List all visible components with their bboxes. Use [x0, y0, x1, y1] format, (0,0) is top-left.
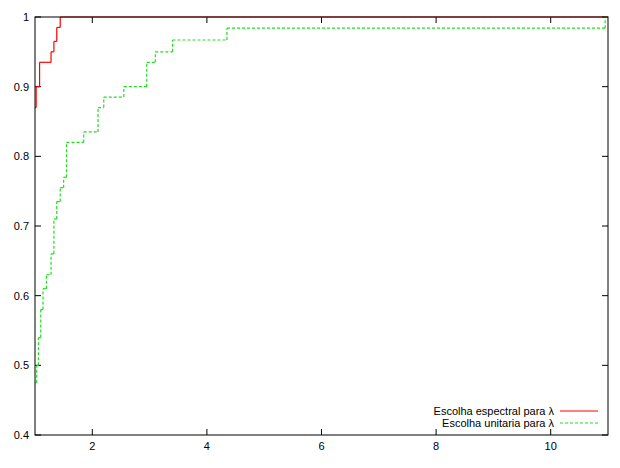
x-tick-top — [206, 17, 207, 23]
step-segment — [124, 86, 147, 87]
y-tick-right — [602, 365, 608, 366]
x-tick-label: 6 — [318, 440, 324, 452]
plot-frame — [35, 17, 608, 435]
step-riser — [63, 177, 64, 187]
step-segment — [67, 142, 84, 143]
step-riser — [103, 97, 104, 107]
legend-label: Escolha unitaria para λ — [442, 417, 554, 429]
legend-swatch — [560, 422, 598, 423]
legend-label: Escolha espectral para λ — [434, 405, 555, 417]
x-tick-label: 4 — [204, 440, 210, 452]
step-segment — [155, 51, 172, 52]
step-segment — [84, 131, 98, 132]
y-tick-label: 0.4 — [14, 429, 29, 441]
step-riser — [60, 188, 61, 202]
y-tick-right — [602, 226, 608, 227]
x-tick — [550, 429, 551, 435]
step-riser — [226, 28, 227, 40]
step-riser — [123, 87, 124, 97]
step-riser — [605, 17, 606, 28]
step-segment — [98, 107, 104, 108]
step-riser — [53, 219, 54, 254]
step-riser — [53, 41, 54, 51]
chart: 2 4 6 8 10 0.4 0.5 0.6 0.7 0.8 0.9 1 Escolha espectr… — [0, 0, 620, 468]
step-riser — [36, 365, 37, 382]
step-riser — [97, 108, 98, 132]
step-riser — [60, 17, 61, 27]
x-tick-label: 8 — [433, 440, 439, 452]
step-segment — [227, 28, 605, 29]
x-tick-top — [321, 17, 322, 23]
step-riser — [50, 254, 51, 275]
x-tick-top — [92, 17, 93, 23]
x-tick-top — [436, 17, 437, 23]
y-tick — [35, 295, 41, 296]
x-tick — [321, 429, 322, 435]
step-riser — [146, 62, 147, 86]
y-tick-label: 1 — [23, 11, 29, 23]
step-riser — [39, 62, 40, 86]
step-riser — [56, 27, 57, 41]
series — [35, 17, 608, 383]
y-tick-label: 0.8 — [14, 150, 29, 162]
step-riser — [50, 52, 51, 62]
step-riser — [172, 40, 173, 52]
y-tick-right — [602, 295, 608, 296]
step-riser — [36, 87, 37, 108]
y-tick — [35, 156, 41, 157]
step-riser — [56, 202, 57, 219]
y-tick-label: 0.5 — [14, 359, 29, 371]
step-segment — [173, 39, 227, 40]
step-riser — [42, 289, 43, 310]
step-riser — [40, 310, 41, 338]
x-tick-top — [550, 17, 551, 23]
x-tick-label: 2 — [89, 440, 95, 452]
legend-swatch — [560, 410, 598, 411]
step-segment — [147, 62, 156, 63]
step-segment — [104, 97, 124, 98]
plot-area — [35, 17, 608, 383]
step-riser — [155, 52, 156, 62]
legend: Escolha espectral para λEscolha unitaria… — [434, 405, 598, 429]
step-segment — [46, 274, 51, 275]
y-tick-right — [602, 86, 608, 87]
y-tick — [35, 226, 41, 227]
step-riser — [38, 337, 39, 365]
x-tick — [92, 429, 93, 435]
x-tick — [206, 429, 207, 435]
y-tick-label: 0.7 — [14, 220, 29, 232]
y-tick-right — [602, 156, 608, 157]
y-tick-label: 0.6 — [14, 290, 29, 302]
step-riser — [83, 132, 84, 142]
step-riser — [46, 275, 47, 289]
x-tick-label: 10 — [545, 440, 557, 452]
x-tick — [436, 429, 437, 435]
y-tick-label: 0.9 — [14, 81, 29, 93]
step-riser — [66, 142, 67, 177]
step-segment — [40, 62, 51, 63]
series — [35, 17, 608, 108]
